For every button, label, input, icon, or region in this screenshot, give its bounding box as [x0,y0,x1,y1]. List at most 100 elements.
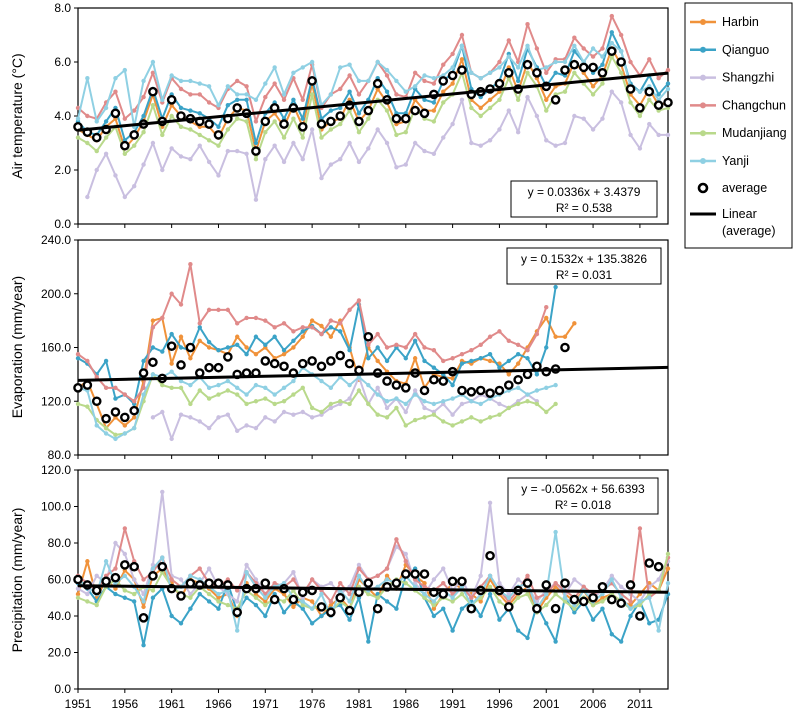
temp-series-harbin [77,47,669,153]
temp-point-mudanjiang [403,130,408,135]
precip-point-changchun [394,537,399,542]
evap-point-yanji [422,399,427,404]
precip-average-point [438,589,449,599]
evap-point-shangzhi [384,405,390,411]
precip-point-qianguo [366,639,371,644]
evap-series-yanji [77,366,556,440]
evap-point-changchun [225,307,231,313]
temp-point-changchun [300,97,305,103]
temp-point-mudanjiang [618,70,624,76]
precip-point-qianguo [459,606,465,611]
temp-point-harbin [441,89,446,94]
temp-point-yanji [85,76,90,81]
temp-point-yanji [347,62,352,67]
precip-average-point [73,574,83,585]
evap-average-point [204,362,214,373]
precip-point-harbin [309,599,315,604]
temp-equation-box: y = 0.0336x + 3.4379 R² = 0.538 [510,180,658,218]
evap-point-qianguo [450,382,455,388]
evap-average-point [485,388,495,398]
temp-average-point [204,119,214,129]
temp-point-mudanjiang [300,135,305,140]
temp-point-mudanjiang [637,113,643,119]
temp-point-changchun [506,38,511,43]
temp-point-shangzhi [441,135,446,140]
temp-point-shangzhi [478,143,483,148]
precip-point-qianguo [150,595,156,600]
temp-point-yanji [328,92,334,97]
precip-point-qianguo [618,639,624,644]
temp-average-point [213,130,224,140]
temp-point-changchun [572,35,577,40]
temp-average-point [560,65,570,75]
temp-ytick-label: 4.0 [54,109,71,123]
temp-point-yanji [375,59,380,65]
precip-point-changchun [384,566,390,571]
evap-point-yanji [94,423,99,428]
precip-average-point [635,611,645,621]
evap-average-point [176,360,186,370]
evap-point-harbin [188,356,193,361]
temp-point-yanji [469,70,474,76]
precip-point-shangzhi [122,551,128,557]
evap-point-qianguo [515,352,521,357]
evap-average-point [560,342,570,353]
temp-point-mudanjiang [590,92,596,97]
precip-point-shangzhi [618,584,624,589]
precip-point-qianguo [244,595,249,600]
precip-average-point [213,578,224,588]
evap-point-changchun [422,345,427,350]
evap-point-changchun [497,329,502,334]
temp-point-mudanjiang [281,135,287,140]
xtick-label: 1996 [486,697,513,711]
evap-average-point [166,341,177,351]
evap-point-mudanjiang [375,412,380,417]
evap-point-mudanjiang [309,405,315,411]
evap-point-changchun [441,358,446,364]
evap-point-changchun [300,325,305,330]
temp-point-shangzhi [347,140,352,146]
temp-point-yanji [497,65,502,70]
evap-average-point [82,380,93,390]
evap-point-changchun [141,385,146,391]
precip-average-point [410,569,420,579]
evap-point-shangzhi [206,425,212,431]
evap-point-mudanjiang [422,415,427,420]
evap-point-yanji [356,374,362,380]
precip-point-harbin [478,599,483,604]
evap-point-harbin [206,345,212,350]
temp-point-harbin [487,97,493,103]
temp-average-point [635,103,645,113]
evap-average-point [316,361,327,372]
evap-point-changchun [384,345,390,350]
precip-average-point [129,561,139,572]
evap-point-harbin [328,334,334,339]
evap-point-mudanjiang [431,412,437,417]
temp-point-shangzhi [609,89,615,94]
temp-point-shangzhi [469,140,474,146]
evap-average-point [213,362,224,373]
precip-average-point [588,592,598,603]
evap-point-qianguo [75,356,81,361]
evap-average-point [138,368,149,378]
temp-point-mudanjiang [600,81,605,86]
temp-point-shangzhi [169,146,174,151]
precip-average-point [176,591,186,601]
temp-point-changchun [178,86,184,92]
evap-point-mudanjiang [525,399,530,404]
precip-point-mudanjiang [225,602,231,608]
evap-point-qianguo [403,356,408,361]
evap-point-changchun [178,302,184,307]
temp-point-mudanjiang [338,121,343,127]
precip-point-changchun [235,588,240,593]
evap-point-shangzhi [450,412,455,417]
evap-point-shangzhi [150,415,156,420]
precip-point-yanji [422,591,427,597]
temp-point-shangzhi [656,132,661,138]
evap-point-qianguo [497,365,502,370]
evap-point-changchun [487,334,493,339]
legend-linear: Linear (average) [690,207,776,238]
temp-point-mudanjiang [384,108,390,113]
temp-point-changchun [122,116,128,121]
